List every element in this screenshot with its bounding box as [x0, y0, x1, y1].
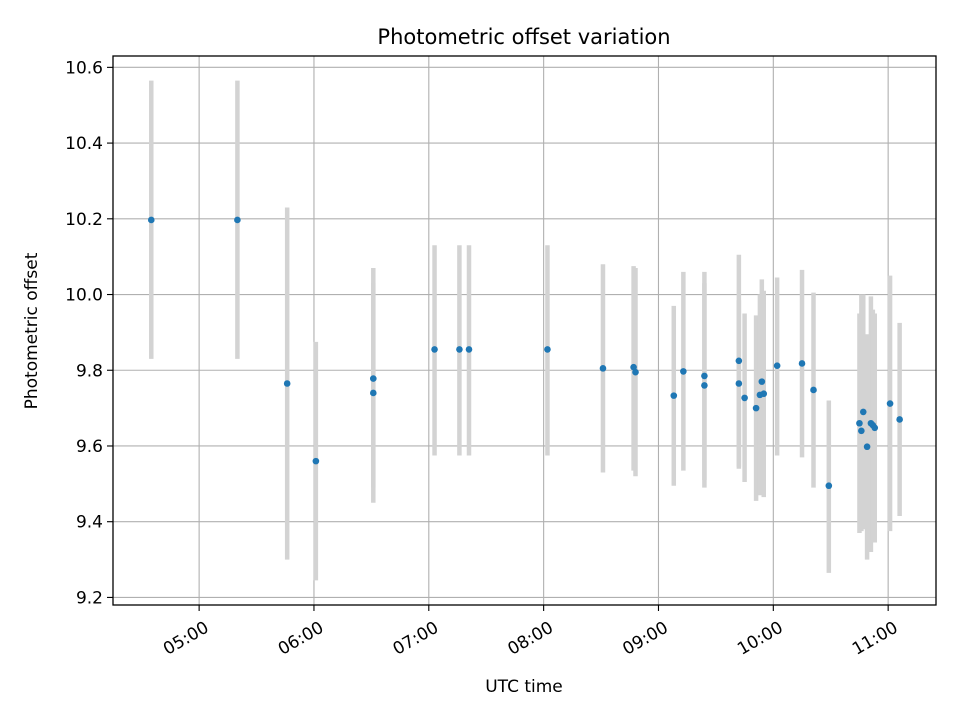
y-tick-label: 9.4 — [76, 513, 103, 533]
y-tick-label: 9.6 — [76, 437, 103, 457]
data-point — [758, 378, 766, 385]
data-point — [599, 365, 607, 372]
data-point — [234, 216, 241, 224]
y-tick-label: 10.4 — [65, 134, 103, 154]
data-point — [456, 346, 463, 353]
data-point — [856, 419, 863, 427]
data-point — [798, 360, 806, 367]
plot-frame — [112, 55, 937, 606]
data-point — [859, 408, 867, 416]
y-tick-label: 10.6 — [65, 58, 103, 78]
grid — [113, 56, 936, 605]
y-tick-label: 10.0 — [65, 286, 103, 306]
data-point — [431, 346, 438, 353]
data-point — [369, 389, 377, 397]
data-point — [632, 368, 639, 376]
data-point — [896, 416, 903, 423]
data-point — [701, 382, 708, 389]
y-axis-label: Photometric offset — [22, 252, 42, 409]
y-tick-label: 10.2 — [65, 210, 103, 230]
data-point — [735, 357, 743, 365]
data-point — [670, 392, 678, 399]
data-point — [465, 346, 473, 353]
data-point — [147, 216, 155, 224]
data-point — [544, 346, 551, 353]
data-point — [312, 457, 320, 465]
y-tick-label: 9.8 — [76, 361, 103, 381]
data-points — [147, 216, 903, 490]
chart-title: Photometric offset variation — [377, 25, 670, 49]
data-point — [283, 380, 291, 387]
data-point — [871, 424, 879, 432]
x-axis-label: UTC time — [485, 677, 563, 697]
data-point — [760, 390, 768, 398]
data-point — [863, 443, 871, 451]
data-point — [701, 372, 708, 380]
data-point — [752, 404, 760, 412]
data-point — [825, 482, 833, 490]
data-point — [680, 368, 687, 375]
data-point — [886, 400, 894, 407]
data-point — [369, 375, 377, 382]
data-point — [735, 380, 743, 387]
data-point — [741, 394, 748, 402]
data-point — [773, 362, 781, 370]
data-point — [810, 386, 817, 394]
data-point — [858, 427, 865, 435]
y-tick-label: 9.2 — [76, 588, 103, 608]
